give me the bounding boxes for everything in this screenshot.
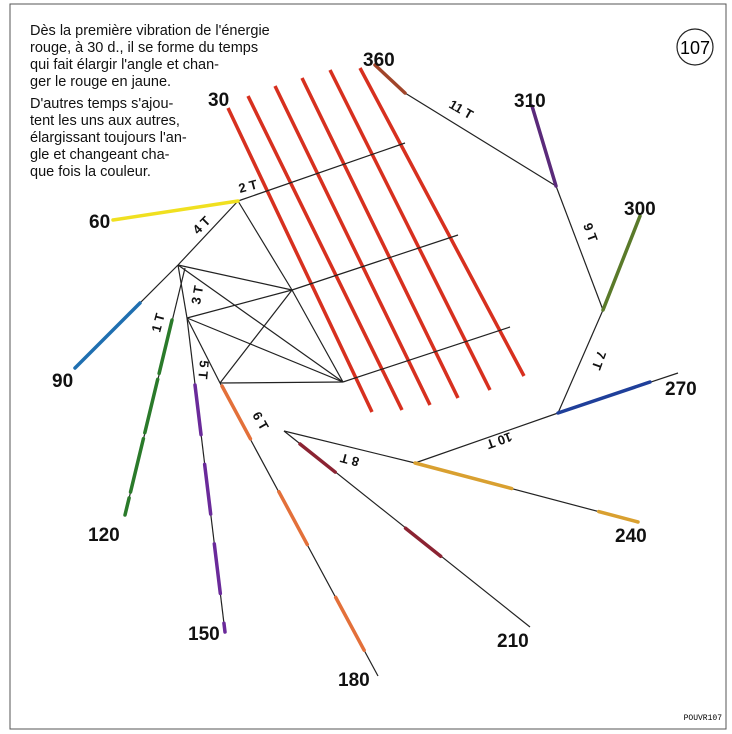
intro-line: D'autres temps s'ajou-: [30, 96, 174, 112]
time-label: 2 T: [237, 177, 259, 196]
time-label: 7 T: [589, 349, 610, 372]
angle-label: 90: [52, 371, 73, 392]
time-label: 4 T: [190, 213, 214, 237]
time-label: 1 T: [148, 312, 167, 334]
time-label: 9 T: [580, 221, 601, 244]
angle-label: 210: [497, 631, 529, 652]
time-label: 10 T: [484, 429, 514, 452]
intro-line: Dès la première vibration de l'énergie: [30, 23, 270, 39]
angle-label: 180: [338, 670, 370, 691]
time-label: 5 T: [195, 360, 212, 380]
time-label: 11 T: [447, 97, 476, 123]
time-label: 6 T: [249, 409, 271, 433]
code: POUVR107: [684, 714, 723, 723]
intro-text: Dès la première vibration de l'énergie r…: [30, 23, 270, 180]
angle-label: 120: [88, 525, 120, 546]
angle-labels: 30 60 90 120 150 180 210 240 270 300 310…: [52, 50, 697, 691]
page-circle: [676, 28, 714, 66]
intro-line: gle et changeant cha-: [30, 147, 170, 163]
intro-line: tent les uns aux autres,: [30, 113, 180, 129]
intro-line: que fois la couleur.: [30, 164, 151, 180]
angle-label: 240: [615, 526, 647, 547]
time-label: 3 T: [188, 284, 206, 305]
time-label: 8 T: [339, 450, 361, 469]
angle-label: 300: [624, 199, 656, 220]
intro-line: rouge, à 30 d., il se forme du temps: [30, 40, 258, 56]
colored-rays: [73, 63, 652, 678]
intro-line: ger le rouge en jaune.: [30, 74, 171, 90]
angle-label: 360: [363, 50, 395, 71]
page-number: 107: [680, 38, 710, 58]
angle-label: 270: [665, 379, 697, 400]
red-lines: [226, 67, 526, 413]
angle-label: 150: [188, 624, 220, 645]
angle-label: 30: [208, 90, 229, 111]
angle-label: 310: [514, 91, 546, 112]
frame: [9, 3, 727, 730]
intro-line: qui fait élargir l'angle et chan-: [30, 57, 219, 73]
angle-label: 60: [89, 212, 110, 233]
intro-line: élargissant toujours l'an-: [30, 130, 187, 146]
